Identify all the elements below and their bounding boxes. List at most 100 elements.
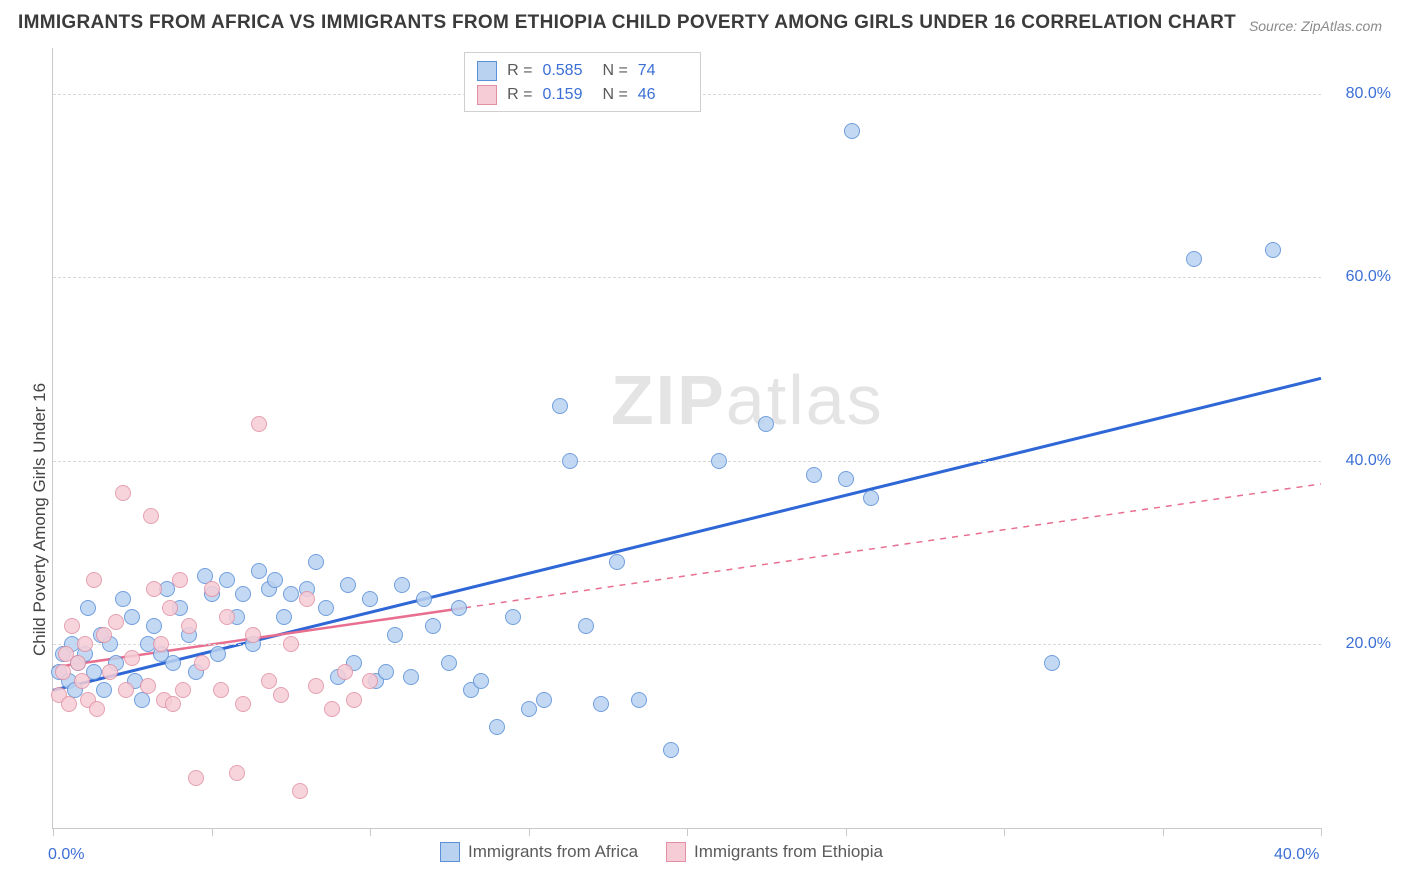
gridline <box>53 277 1321 278</box>
data-point <box>219 609 235 625</box>
data-point <box>362 673 378 689</box>
data-point <box>86 572 102 588</box>
data-point <box>403 669 419 685</box>
legend-n-value: 46 <box>638 86 688 104</box>
data-point <box>387 627 403 643</box>
data-point <box>124 609 140 625</box>
data-point <box>219 572 235 588</box>
data-point <box>115 591 131 607</box>
data-point <box>324 701 340 717</box>
data-point <box>758 416 774 432</box>
data-point <box>115 485 131 501</box>
data-point <box>299 591 315 607</box>
data-point <box>283 636 299 652</box>
x-tick <box>1004 828 1005 836</box>
gridline <box>53 644 1321 645</box>
legend-r-value: 0.159 <box>542 86 592 104</box>
source-attribution: Source: ZipAtlas.com <box>1249 18 1382 34</box>
data-point <box>204 581 220 597</box>
series-legend: Immigrants from Africa Immigrants from Et… <box>440 842 883 862</box>
data-point <box>663 742 679 758</box>
data-point <box>235 696 251 712</box>
watermark-light: atlas <box>726 361 884 439</box>
data-point <box>340 577 356 593</box>
legend-swatch <box>477 85 497 105</box>
data-point <box>505 609 521 625</box>
data-point <box>378 664 394 680</box>
data-point <box>165 696 181 712</box>
data-point <box>337 664 353 680</box>
data-point <box>124 650 140 666</box>
data-point <box>362 591 378 607</box>
data-point <box>210 646 226 662</box>
gridline <box>53 461 1321 462</box>
data-point <box>70 655 86 671</box>
legend-row: R = 0.159 N = 46 <box>477 83 688 107</box>
data-point <box>102 664 118 680</box>
data-point <box>235 586 251 602</box>
data-point <box>175 682 191 698</box>
data-point <box>283 586 299 602</box>
data-point <box>552 398 568 414</box>
y-axis-title: Child Poverty Among Girls Under 16 <box>30 383 50 656</box>
data-point <box>1044 655 1060 671</box>
legend-n-label: N = <box>602 86 627 104</box>
chart-container: IMMIGRANTS FROM AFRICA VS IMMIGRANTS FRO… <box>0 0 1406 892</box>
data-point <box>213 682 229 698</box>
y-tick-label: 40.0% <box>1331 452 1391 470</box>
data-point <box>153 636 169 652</box>
x-tick <box>1321 828 1322 836</box>
data-point <box>251 563 267 579</box>
x-tick <box>846 828 847 836</box>
data-point <box>806 467 822 483</box>
watermark: ZIPatlas <box>611 360 884 440</box>
data-point <box>89 701 105 717</box>
data-point <box>188 770 204 786</box>
legend-n-label: N = <box>602 62 627 80</box>
data-point <box>276 609 292 625</box>
data-point <box>318 600 334 616</box>
data-point <box>143 508 159 524</box>
legend-r-value: 0.585 <box>542 62 592 80</box>
y-tick-label: 20.0% <box>1331 635 1391 653</box>
data-point <box>146 581 162 597</box>
data-point <box>140 678 156 694</box>
data-point <box>77 636 93 652</box>
series-legend-item: Immigrants from Ethiopia <box>666 842 883 862</box>
legend-swatch <box>440 842 460 862</box>
data-point <box>308 678 324 694</box>
series-name: Immigrants from Africa <box>468 842 638 862</box>
data-point <box>631 692 647 708</box>
data-point <box>578 618 594 634</box>
data-point <box>261 673 277 689</box>
data-point <box>96 682 112 698</box>
x-axis-min-label: 0.0% <box>48 846 84 864</box>
data-point <box>1265 242 1281 258</box>
x-tick <box>370 828 371 836</box>
x-tick <box>53 828 54 836</box>
data-point <box>64 618 80 634</box>
data-point <box>844 123 860 139</box>
legend-row: R =0.585N =74 <box>477 59 688 83</box>
data-point <box>162 600 178 616</box>
data-point <box>61 696 77 712</box>
data-point <box>134 692 150 708</box>
legend-swatch <box>477 61 497 81</box>
data-point <box>863 490 879 506</box>
data-point <box>292 783 308 799</box>
data-point <box>536 692 552 708</box>
data-point <box>416 591 432 607</box>
data-point <box>473 673 489 689</box>
data-point <box>55 664 71 680</box>
data-point <box>609 554 625 570</box>
data-point <box>267 572 283 588</box>
data-point <box>425 618 441 634</box>
legend-r-label: R = <box>507 86 532 104</box>
data-point <box>346 692 362 708</box>
data-point <box>489 719 505 735</box>
x-axis-max-label: 40.0% <box>1274 846 1319 864</box>
data-point <box>172 572 188 588</box>
data-point <box>194 655 210 671</box>
data-point <box>521 701 537 717</box>
data-point <box>245 627 261 643</box>
